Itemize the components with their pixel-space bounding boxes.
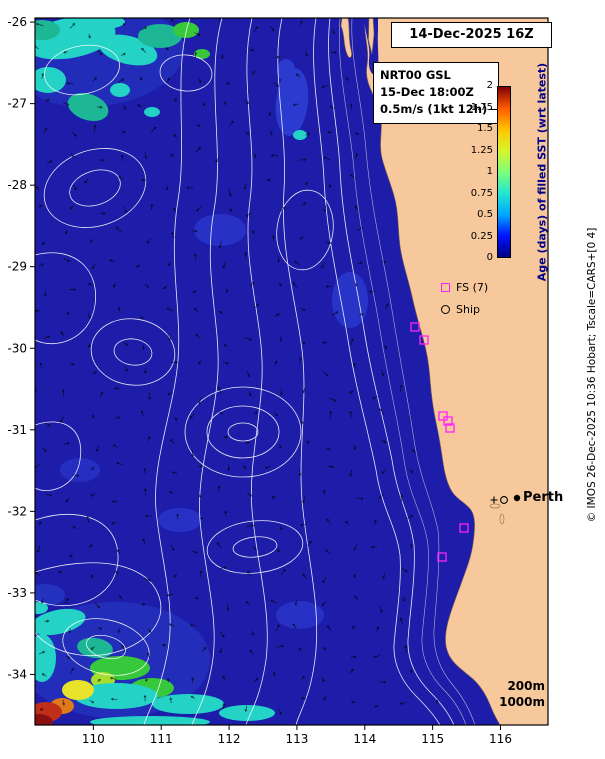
fs-marker [438, 411, 448, 421]
y-tick-label: -26 [7, 15, 27, 29]
colorbar-gradient [497, 86, 511, 258]
y-tick-label: -27 [7, 97, 27, 111]
y-tick-label: -29 [7, 260, 27, 274]
depth-1000m-label: 1000m [499, 695, 545, 709]
y-tick-label: -30 [7, 341, 27, 355]
forecast-info-box: NRT00 GSL 15-Dec 18:00Z 0.5m/s (1kt 12h) [373, 62, 508, 124]
axes-frame [34, 17, 549, 726]
vector-scale: 0.5m/s (1kt 12h) [380, 101, 508, 118]
ship-legend-label: Ship [456, 302, 480, 316]
x-tick-label: 113 [285, 732, 308, 746]
fs-marker [410, 322, 420, 332]
fs-marker [459, 523, 469, 533]
x-tick-label: 111 [150, 732, 173, 746]
x-tick-label: 115 [421, 732, 444, 746]
y-tick-label: -31 [7, 423, 27, 437]
fs-marker [419, 335, 429, 345]
ship-circle-icon [441, 304, 450, 314]
colorbar-axis-label: Age (days) of filled SST (wrt latest) [535, 62, 549, 282]
perth-city-label: Perth [523, 490, 564, 505]
x-tick-label: 112 [218, 732, 241, 746]
fs-marker [445, 423, 455, 433]
legend-row-ship: Ship [441, 301, 488, 317]
offshore-island [340, 18, 352, 58]
plus-marker [490, 496, 498, 504]
forecast-time: 15-Dec 18:00Z [380, 85, 474, 99]
datetime-title-box: 14-Dec-2025 16Z [391, 22, 552, 48]
y-tick-label: -28 [7, 178, 27, 192]
imos-credit-text: © IMOS 26-Dec-2025 10:36 Hobart; Tscale=… [586, 227, 598, 523]
peninsula-island [368, 18, 375, 55]
fs-marker [437, 552, 447, 562]
legend-row-fs: FS (7) [441, 279, 488, 295]
ship-marker [500, 496, 508, 504]
fs-legend-label: FS (7) [456, 280, 489, 294]
legend: FS (7) Ship [441, 279, 488, 323]
y-tick-label: -33 [7, 586, 27, 600]
perth-city-dot [513, 494, 521, 502]
sea-level-contours [35, 18, 455, 725]
y-tick-label: -32 [7, 504, 27, 518]
x-tick-label: 110 [82, 732, 105, 746]
current-vectors [35, 18, 439, 716]
sst-age-patches [35, 18, 368, 725]
fs-marker [443, 416, 453, 426]
axis-ticks: 110 111 112 113 114 115 116 -26 -27 -28 -29 -30 -31 -… [7, 15, 512, 746]
bathymetry-contours [339, 18, 476, 725]
fs-square-icon [441, 282, 450, 292]
y-tick-label: -34 [7, 667, 27, 681]
model-name: NRT00 GSL [380, 68, 451, 82]
x-tick-label: 114 [353, 732, 376, 746]
rottnest-island [489, 503, 501, 509]
isobath-depth-labels: 200m 1000m [493, 678, 545, 710]
garden-island [499, 513, 505, 525]
depth-200m-label: 200m [507, 679, 545, 693]
station-markers [410, 322, 521, 562]
x-tick-label: 116 [489, 732, 512, 746]
